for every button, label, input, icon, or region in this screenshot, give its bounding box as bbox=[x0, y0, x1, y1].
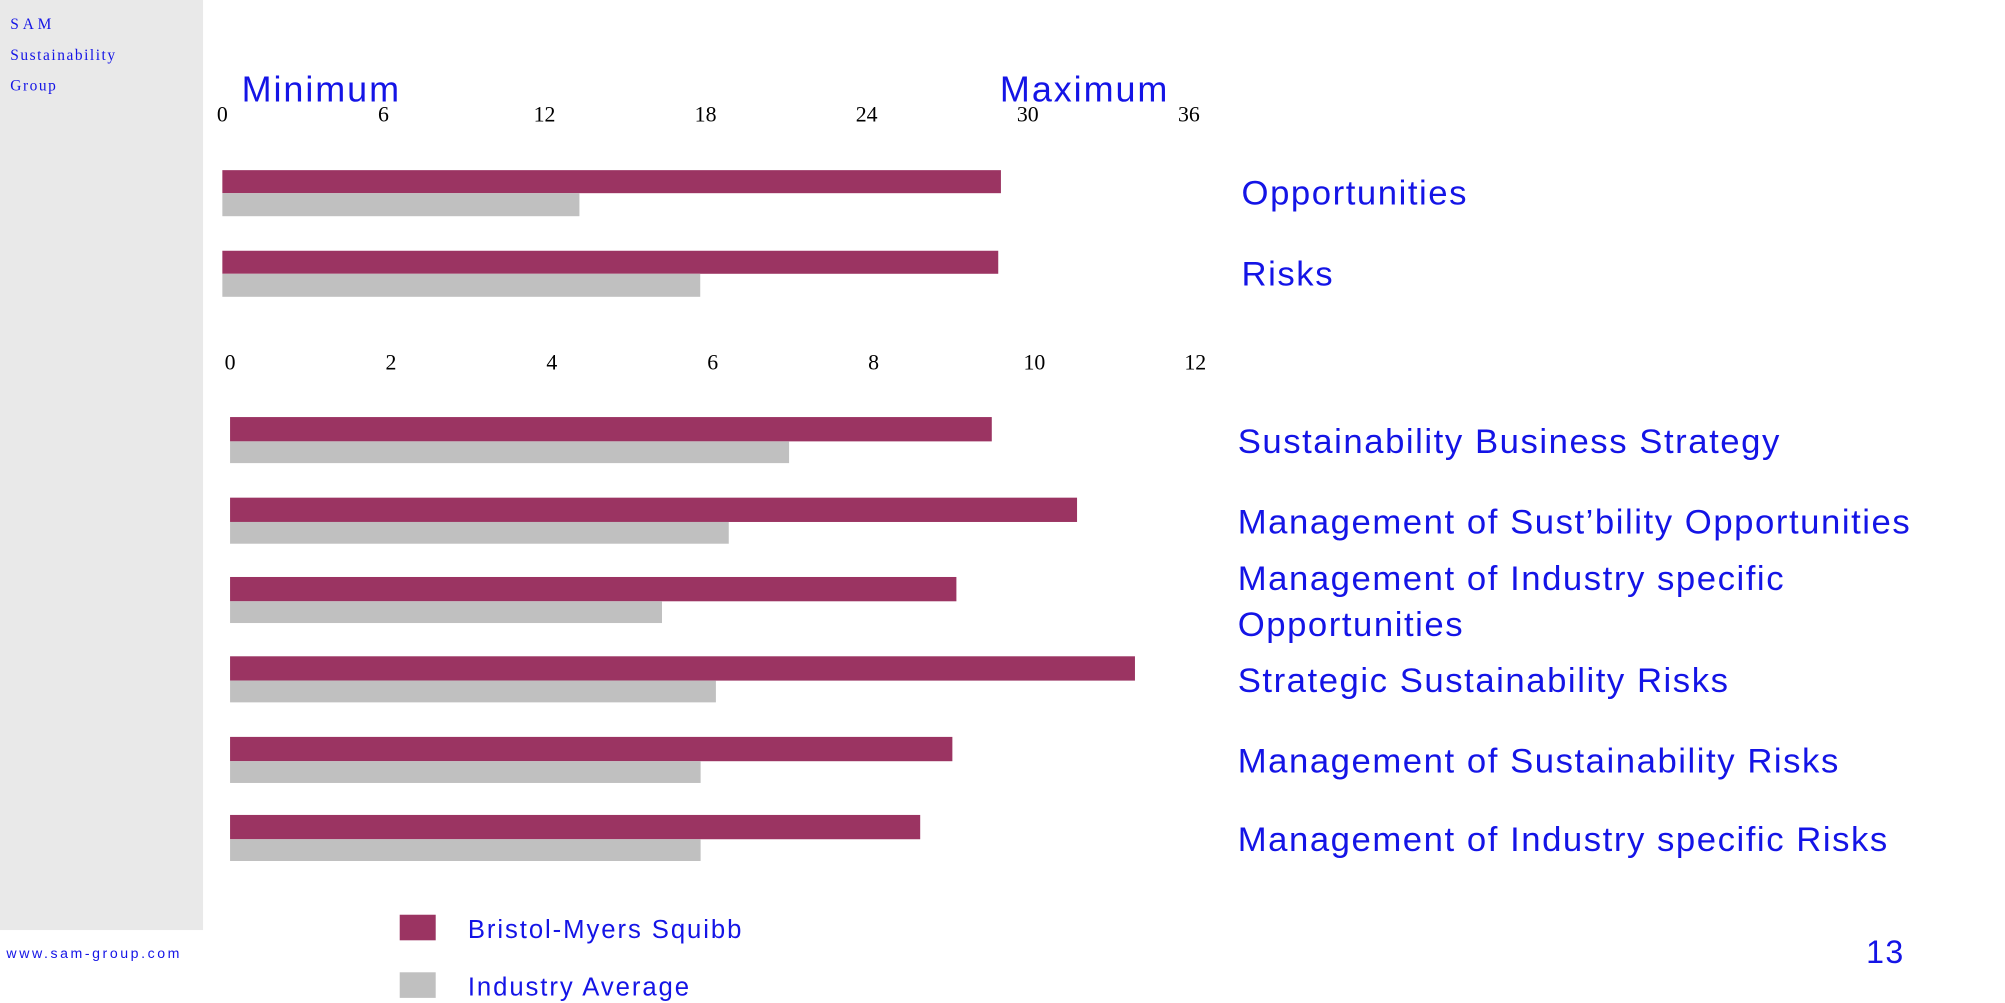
category-label-box: Management of Sustainability Risks bbox=[1237, 742, 1840, 781]
sidebar-text: Sustainability bbox=[10, 47, 116, 64]
x-tick-label: 12 bbox=[534, 102, 556, 126]
sidebar-text: Group bbox=[10, 78, 57, 95]
bar bbox=[230, 656, 1135, 681]
page-number: 13 bbox=[1866, 934, 1904, 970]
legend-swatch bbox=[399, 914, 436, 941]
category-label-box: Management of Sust’bility Opportunities bbox=[1237, 502, 1912, 542]
bar bbox=[230, 417, 992, 442]
legend-swatch bbox=[399, 972, 436, 998]
x-tick-label: 36 bbox=[1178, 102, 1200, 126]
bar bbox=[230, 761, 701, 783]
category-label: Risks bbox=[1241, 254, 1335, 293]
bar bbox=[230, 839, 701, 861]
sidebar-text: SAM bbox=[10, 16, 55, 33]
bar bbox=[230, 601, 663, 624]
x-tick-label: 12 bbox=[1184, 351, 1206, 375]
legend-label: Bristol-Myers Squibb bbox=[468, 916, 744, 944]
x-tick-label: 30 bbox=[1017, 102, 1039, 126]
category-label: Management of Sust’bility Opportunities bbox=[1237, 502, 1912, 542]
bar bbox=[230, 814, 921, 840]
bar bbox=[222, 170, 1001, 194]
category-label: Management of Industry specific Risks bbox=[1237, 820, 1889, 859]
x-tick-label: 8 bbox=[868, 351, 879, 375]
x-tick-label: 6 bbox=[707, 351, 718, 375]
bar bbox=[230, 497, 1078, 522]
x-tick-label: 0 bbox=[217, 102, 228, 126]
bar bbox=[222, 250, 999, 274]
bar bbox=[222, 193, 580, 217]
category-label: Management of Sustainability Risks bbox=[1237, 742, 1840, 781]
bar bbox=[230, 441, 790, 464]
annotation: Maximum bbox=[1000, 70, 1169, 110]
x-tick-label: 24 bbox=[856, 102, 878, 126]
x-tick-label: 0 bbox=[225, 351, 236, 375]
url: www.sam-group.com bbox=[5, 945, 182, 961]
category-label-box: Sustainability Business Strategy bbox=[1237, 422, 1781, 461]
legend-label: Industry Average bbox=[468, 974, 691, 1002]
category-label-box: Management of Industry specific Risks bbox=[1237, 820, 1889, 859]
category-label: Strategic Sustainability Risks bbox=[1237, 661, 1730, 700]
x-tick-label: 10 bbox=[1024, 351, 1046, 375]
category-label-box: Opportunities bbox=[1241, 173, 1469, 213]
x-tick-label: 18 bbox=[695, 102, 717, 126]
x-tick-label: 6 bbox=[378, 102, 389, 126]
category-label: Opportunities bbox=[1241, 173, 1469, 213]
bar bbox=[230, 736, 953, 762]
bar bbox=[222, 273, 701, 297]
bar bbox=[230, 576, 957, 602]
x-tick-label: 2 bbox=[385, 351, 396, 375]
annotation: Minimum bbox=[242, 70, 401, 110]
sidebar bbox=[0, 0, 204, 931]
category-label-box: Strategic Sustainability Risks bbox=[1237, 661, 1730, 700]
bar bbox=[230, 680, 716, 703]
category-label: Management of Industry specific Opportun… bbox=[1237, 559, 1786, 644]
category-label-box: Risks bbox=[1241, 254, 1335, 293]
category-label: Sustainability Business Strategy bbox=[1237, 422, 1781, 461]
category-label-box: Management of Industry specific Opportun… bbox=[1237, 559, 1786, 644]
x-tick-label: 4 bbox=[546, 351, 557, 375]
bar bbox=[230, 521, 729, 544]
